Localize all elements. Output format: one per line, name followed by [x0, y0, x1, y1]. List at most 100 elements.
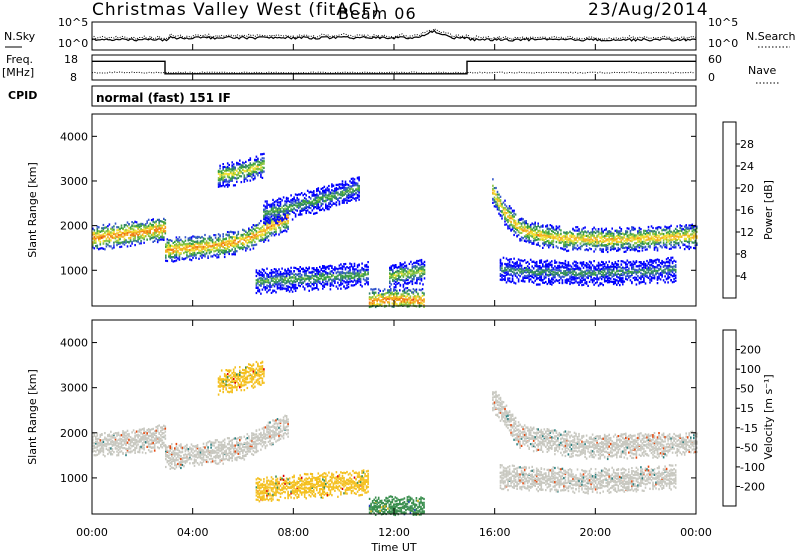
power-cell: [542, 281, 544, 284]
power-cell: [255, 230, 258, 233]
power-cell: [181, 243, 184, 246]
power-cell: [276, 284, 279, 287]
power-cell: [311, 274, 314, 277]
power-cell: [408, 272, 411, 275]
power-cell: [313, 205, 315, 208]
power-cell: [190, 253, 193, 256]
power-cell: [582, 227, 585, 230]
power-cell: [373, 293, 375, 296]
power-cell: [356, 281, 359, 284]
power-cell: [531, 228, 533, 231]
power-cell: [228, 234, 230, 237]
power-cell: [219, 238, 221, 241]
power-cell: [680, 228, 683, 231]
power-cell: [578, 268, 580, 271]
power-cell: [634, 278, 636, 282]
power-cell: [311, 194, 314, 197]
power-cell: [647, 231, 650, 234]
power-cell: [270, 277, 273, 280]
power-cell: [353, 183, 356, 186]
power-cell: [561, 240, 564, 243]
power-cell: [128, 240, 130, 244]
power-cell: [412, 296, 415, 299]
power-cell: [396, 279, 399, 282]
power-cell: [273, 268, 276, 271]
power-cell: [325, 203, 327, 206]
power-cell: [135, 240, 138, 243]
power-cell: [352, 192, 354, 195]
power-cell: [116, 235, 118, 238]
power-cell: [504, 276, 506, 280]
power-cell: [326, 265, 329, 268]
power-cell: [564, 281, 567, 284]
power-cell: [593, 250, 595, 253]
power-cell: [540, 261, 543, 264]
power-cell: [263, 157, 265, 160]
power-cell: [519, 264, 521, 267]
power-cell: [548, 281, 550, 284]
power-cell: [655, 233, 657, 236]
power-cell: [236, 177, 238, 180]
power-cell: [597, 277, 600, 280]
power-cell: [231, 164, 233, 167]
power-cell: [611, 232, 613, 235]
power-cell: [597, 270, 600, 273]
power-cell: [514, 266, 517, 269]
power-cell: [588, 239, 591, 242]
power-cell: [288, 271, 291, 274]
power-cell: [505, 223, 508, 226]
power-cell: [646, 231, 648, 234]
power-cell: [410, 280, 412, 283]
power-cell: [542, 246, 544, 249]
power-cell: [172, 250, 175, 254]
power-cell: [211, 238, 214, 241]
power-cell: [349, 268, 351, 271]
power-cell: [260, 284, 262, 287]
power-cell: [602, 275, 604, 279]
power-cell: [195, 245, 197, 249]
power-cell: [177, 250, 179, 253]
power-cell: [269, 213, 271, 216]
power-cell: [323, 209, 326, 212]
power-cell: [134, 244, 136, 247]
power-cell: [184, 257, 187, 260]
power-cell: [117, 226, 120, 229]
power-cell: [612, 280, 615, 284]
power-cell: [679, 226, 681, 229]
power-cell: [535, 235, 538, 238]
power-cell: [617, 269, 620, 272]
power-cell: [217, 242, 220, 245]
power-cell: [98, 235, 100, 238]
power-cell: [144, 235, 147, 238]
power-cell: [293, 196, 295, 199]
power-cell: [231, 177, 233, 180]
power-cell: [557, 264, 559, 268]
power-cell: [234, 251, 236, 254]
power-cell: [505, 273, 508, 276]
power-cell: [399, 267, 402, 270]
power-cell: [249, 232, 252, 235]
power-cell: [187, 237, 190, 240]
power-cell: [349, 194, 351, 197]
power-cell: [582, 243, 585, 246]
power-cell: [223, 253, 226, 256]
power-cell: [581, 279, 583, 283]
power-cell: [609, 277, 612, 280]
power-cell: [505, 219, 508, 222]
power-cell: [343, 186, 345, 189]
power-cell: [245, 164, 247, 167]
power-cell: [690, 238, 692, 241]
power-cell: [548, 262, 550, 265]
power-cell: [421, 291, 424, 294]
power-cell: [638, 233, 641, 237]
power-cell: [673, 231, 675, 234]
power-cell: [635, 260, 638, 263]
power-cell: [597, 264, 600, 267]
power-cell: [313, 267, 315, 270]
power-cell: [611, 227, 613, 230]
power-cell: [611, 237, 613, 240]
power-cell: [236, 161, 238, 164]
power-cell: [237, 171, 240, 174]
power-cell: [364, 264, 366, 267]
